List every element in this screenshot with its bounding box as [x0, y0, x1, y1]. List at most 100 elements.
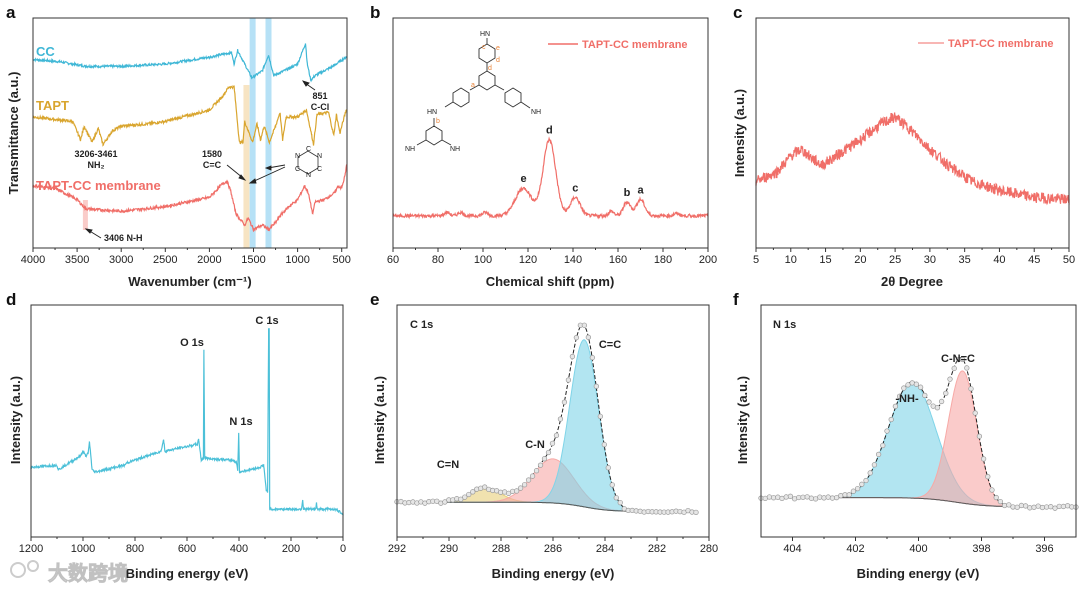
panel-letter-b: b	[370, 3, 380, 22]
x-tick-label: 20	[854, 254, 866, 266]
peak-label-a: a	[637, 185, 644, 197]
data-point	[972, 410, 978, 416]
x-tick-label: 100	[474, 254, 492, 266]
data-point	[597, 413, 603, 419]
panel-d-xlabel: Binding energy (eV)	[126, 566, 249, 581]
data-point	[917, 384, 924, 390]
component-label-c=c: C=C	[599, 339, 621, 351]
series-line-tapt-cc-membrane	[755, 112, 1070, 206]
struct-label: d	[488, 65, 492, 72]
data-point	[888, 416, 894, 423]
data-point	[1006, 502, 1012, 508]
data-point	[1060, 503, 1067, 510]
panel-e-ylabel: Intensity (a.u.)	[372, 376, 387, 464]
data-point	[808, 495, 815, 501]
atom-label: N	[306, 172, 311, 179]
data-point	[529, 473, 536, 479]
panel-letter-c: c	[733, 3, 742, 22]
x-tick-label: 0	[340, 543, 346, 555]
x-tick-label: 800	[126, 543, 144, 555]
x-tick-label: 5	[753, 254, 759, 266]
data-point	[565, 377, 572, 383]
data-point	[867, 470, 873, 476]
data-point	[525, 477, 532, 483]
data-point	[533, 468, 540, 474]
data-point	[913, 381, 920, 387]
annotation-1580: 1580	[202, 149, 222, 159]
panel-letter-d: d	[6, 290, 16, 309]
data-point	[838, 493, 844, 499]
x-tick-label: 15	[819, 254, 831, 266]
x-tick-label: 60	[387, 254, 399, 266]
highlight-band	[265, 18, 272, 248]
x-tick-label: 3500	[65, 254, 89, 266]
x-tick-label: 402	[846, 543, 864, 555]
component-label-c-n: C-N	[525, 439, 545, 451]
x-tick-label: 140	[564, 254, 582, 266]
data-point	[553, 432, 560, 438]
x-tick-label: 404	[783, 543, 801, 555]
data-point	[766, 494, 773, 500]
series-line-survey	[30, 328, 344, 516]
data-point	[871, 462, 878, 468]
x-tick-label: 30	[924, 254, 936, 266]
x-tick-label: 120	[519, 254, 537, 266]
watermark-text: 大数跨境	[48, 561, 128, 585]
data-point	[1022, 503, 1029, 509]
x-tick-label: 600	[178, 543, 196, 555]
data-point	[964, 365, 970, 371]
data-point	[880, 442, 886, 449]
data-point	[601, 441, 607, 448]
data-point	[997, 498, 1004, 505]
atom-label: N	[317, 153, 322, 160]
x-tick-label: 180	[654, 254, 672, 266]
struct-label: HN	[427, 109, 437, 116]
data-point	[938, 398, 945, 405]
data-point	[693, 509, 699, 515]
x-tick-label: 80	[432, 254, 444, 266]
x-tick-label: 1000	[285, 254, 309, 266]
struct-label: c	[482, 44, 486, 51]
atom-label: C	[295, 166, 300, 173]
panel-a-ylabel: Transmittance (a.u.)	[6, 72, 21, 195]
data-point	[892, 403, 899, 409]
x-tick-label: 280	[700, 543, 718, 555]
data-point	[517, 485, 524, 491]
x-tick-label: 1500	[241, 254, 265, 266]
panel-b-xlabel: Chemical shift (ppm)	[486, 274, 615, 289]
data-point	[976, 433, 983, 439]
data-point	[458, 496, 464, 502]
data-point	[901, 385, 907, 391]
data-point	[989, 487, 995, 493]
data-point	[581, 322, 588, 328]
x-tick-label: 286	[544, 543, 562, 555]
data-point	[470, 489, 476, 495]
x-tick-label: 45	[1028, 254, 1040, 266]
x-tick-label: 1000	[71, 543, 95, 555]
plot-frame	[32, 17, 348, 249]
peak-label-e: e	[520, 173, 526, 185]
x-tick-label: 500	[333, 254, 351, 266]
struct-label: e	[496, 45, 500, 52]
panel-f-xlabel: Binding energy (eV)	[857, 566, 980, 581]
data-point	[549, 440, 556, 447]
data-point	[863, 477, 869, 484]
data-point	[545, 449, 552, 456]
panel-d-ylabel: Intensity (a.u.)	[8, 376, 23, 464]
x-tick-label: 2500	[153, 254, 177, 266]
panel-c-xlabel: 2θ Degree	[881, 274, 943, 289]
watermark-logo: 大数跨境	[10, 560, 128, 585]
panel-letter-f: f	[733, 290, 739, 309]
panel-c-ylabel: Intensity (a.u.)	[732, 89, 747, 177]
series-line-cc	[32, 43, 348, 83]
struct-label: NH	[531, 109, 541, 116]
data-point	[787, 493, 794, 499]
x-tick-label: 1200	[19, 543, 43, 555]
data-point	[817, 494, 823, 500]
data-point	[875, 451, 882, 458]
data-point	[947, 376, 953, 382]
data-point	[896, 393, 903, 399]
x-tick-label: 400	[230, 543, 248, 555]
data-point	[609, 482, 615, 488]
